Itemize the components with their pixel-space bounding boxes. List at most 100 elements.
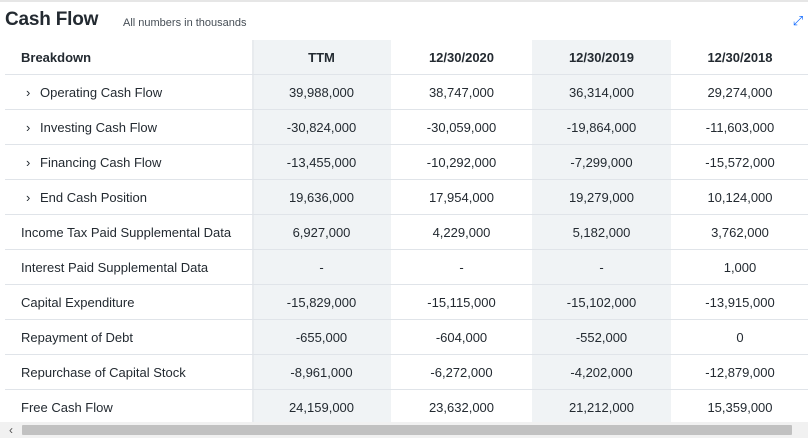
cell-value: -7,299,000	[570, 155, 633, 170]
scrollbar-thumb[interactable]	[22, 425, 792, 435]
cell-value: -6,272,000	[430, 365, 493, 380]
cell-value: -8,961,000	[290, 365, 353, 380]
row-divider	[5, 74, 808, 75]
cell-value: -4,202,000	[570, 365, 633, 380]
cell-value: 19,636,000	[288, 190, 355, 205]
cell-value: -30,824,000	[286, 120, 357, 135]
row-label-text: Operating Cash Flow	[40, 85, 163, 100]
column-header-2019: 12/30/2019	[568, 50, 635, 65]
row-divider	[5, 179, 808, 180]
frozen-column-divider	[252, 40, 254, 422]
cell-value: 3,762,000	[711, 225, 769, 240]
row-divider	[5, 144, 808, 145]
chevron-right-icon[interactable]: ›	[26, 120, 31, 135]
table-row: Repayment of Debt -655,000 -604,000 -552,00…	[0, 320, 808, 355]
cell-value: 36,314,000	[568, 85, 635, 100]
cell-value: 17,954,000	[428, 190, 495, 205]
row-label: Income Tax Paid Supplemental Data	[21, 215, 251, 250]
row-label: Repurchase of Capital Stock	[21, 355, 251, 390]
row-label-text: Repurchase of Capital Stock	[21, 365, 186, 380]
cell-value: 5,182,000	[572, 225, 631, 240]
cell-value: 23,632,000	[428, 400, 495, 415]
column-header-breakdown: Breakdown	[21, 50, 92, 65]
table-row: Repurchase of Capital Stock -8,961,000 -6,…	[0, 355, 808, 390]
cell-value: 21,212,000	[568, 400, 635, 415]
cell-value: -11,603,000	[705, 120, 775, 135]
cell-value: -	[459, 260, 464, 275]
cell-value: -13,455,000	[286, 155, 357, 170]
row-divider	[5, 109, 808, 110]
row-divider	[5, 354, 808, 355]
ttm-column-shade	[254, 40, 391, 422]
row-label: Interest Paid Supplemental Data	[21, 250, 251, 285]
column-header-2018: 12/30/2018	[707, 50, 773, 65]
row-label-text: Free Cash Flow	[21, 400, 113, 415]
table-row[interactable]: › Investing Cash Flow -30,824,000 -30,059,0…	[0, 110, 808, 145]
cell-value: 0	[736, 330, 744, 345]
cell-value: -604,000	[435, 330, 488, 345]
row-label-text: Interest Paid Supplemental Data	[21, 260, 209, 275]
row-label-text: Investing Cash Flow	[40, 120, 158, 135]
row-label: Free Cash Flow	[21, 390, 251, 425]
cell-value: 15,359,000	[707, 400, 773, 415]
cell-value: -10,292,000	[426, 155, 497, 170]
horizontal-scrollbar[interactable]: ‹	[0, 422, 808, 438]
cell-value: -30,059,000	[426, 120, 497, 135]
row-label-text: Financing Cash Flow	[40, 155, 162, 170]
row-divider	[5, 389, 808, 390]
row-label[interactable]: › Financing Cash Flow	[26, 145, 256, 180]
row-label: Capital Expenditure	[21, 285, 251, 320]
cell-value: 1,000	[723, 260, 757, 275]
column-header-2020: 12/30/2020	[428, 50, 495, 65]
cell-value: -12,879,000	[705, 365, 775, 380]
cell-value: 29,274,000	[707, 85, 773, 100]
cell-value: 24,159,000	[288, 400, 355, 415]
cell-value: -15,102,000	[566, 295, 637, 310]
row-divider	[5, 249, 808, 250]
table-row: Capital Expenditure -15,829,000 -15,115,00…	[0, 285, 808, 320]
row-label[interactable]: › Operating Cash Flow	[26, 75, 256, 110]
cell-value: -15,829,000	[286, 295, 357, 310]
table-row[interactable]: › Operating Cash Flow 39,988,000 38,747,000…	[0, 75, 808, 110]
table-row: Income Tax Paid Supplemental Data 6,927,0…	[0, 215, 808, 250]
row-label[interactable]: › Investing Cash Flow	[26, 110, 256, 145]
cell-value: -15,572,000	[705, 155, 775, 170]
cash-flow-table: Breakdown TTM 12/30/2020 12/30/2019 12/3…	[0, 40, 808, 425]
table-row: Interest Paid Supplemental Data - - - 1,000	[0, 250, 808, 285]
units-note: All numbers in thousands	[123, 17, 247, 29]
table-row[interactable]: › Financing Cash Flow -13,455,000 -10,292,0…	[0, 145, 808, 180]
chevron-right-icon[interactable]: ›	[26, 190, 31, 205]
page-title: Cash Flow	[5, 9, 99, 30]
cell-value: -19,864,000	[566, 120, 637, 135]
cell-value: -13,915,000	[705, 295, 775, 310]
row-divider	[5, 319, 808, 320]
row-divider	[5, 284, 808, 285]
section-header: Cash Flow All numbers in thousands ⤢	[0, 2, 808, 40]
cell-value: 39,988,000	[288, 85, 355, 100]
cell-value: 10,124,000	[707, 190, 773, 205]
table-row[interactable]: › End Cash Position 19,636,000 17,954,000 19…	[0, 180, 808, 215]
row-label-text: Repayment of Debt	[21, 330, 134, 345]
row-label-text: Income Tax Paid Supplemental Data	[21, 225, 232, 240]
scroll-left-icon[interactable]: ‹	[9, 423, 13, 437]
cell-value: -655,000	[295, 330, 348, 345]
cell-value: 19,279,000	[568, 190, 635, 205]
top-divider	[0, 0, 808, 2]
column-header-ttm: TTM	[308, 50, 335, 65]
table-row: Free Cash Flow 24,159,000 23,632,000 21,212…	[0, 390, 808, 425]
table-header-row: Breakdown TTM 12/30/2020 12/30/2019 12/3…	[0, 40, 808, 75]
cell-value: 6,927,000	[292, 225, 351, 240]
row-divider	[5, 214, 808, 215]
row-label[interactable]: › End Cash Position	[26, 180, 256, 215]
cell-value: -15,115,000	[427, 295, 496, 310]
chevron-right-icon[interactable]: ›	[26, 155, 31, 170]
row-label: Repayment of Debt	[21, 320, 251, 355]
2019-column-shade	[532, 40, 671, 422]
expand-icon[interactable]: ⤢	[792, 13, 804, 28]
cell-value: 38,747,000	[428, 85, 495, 100]
chevron-right-icon[interactable]: ›	[26, 85, 31, 100]
cell-value: -	[319, 260, 324, 275]
row-label-text: Capital Expenditure	[21, 295, 135, 310]
cell-value: 4,229,000	[432, 225, 491, 240]
cell-value: -	[599, 260, 604, 275]
